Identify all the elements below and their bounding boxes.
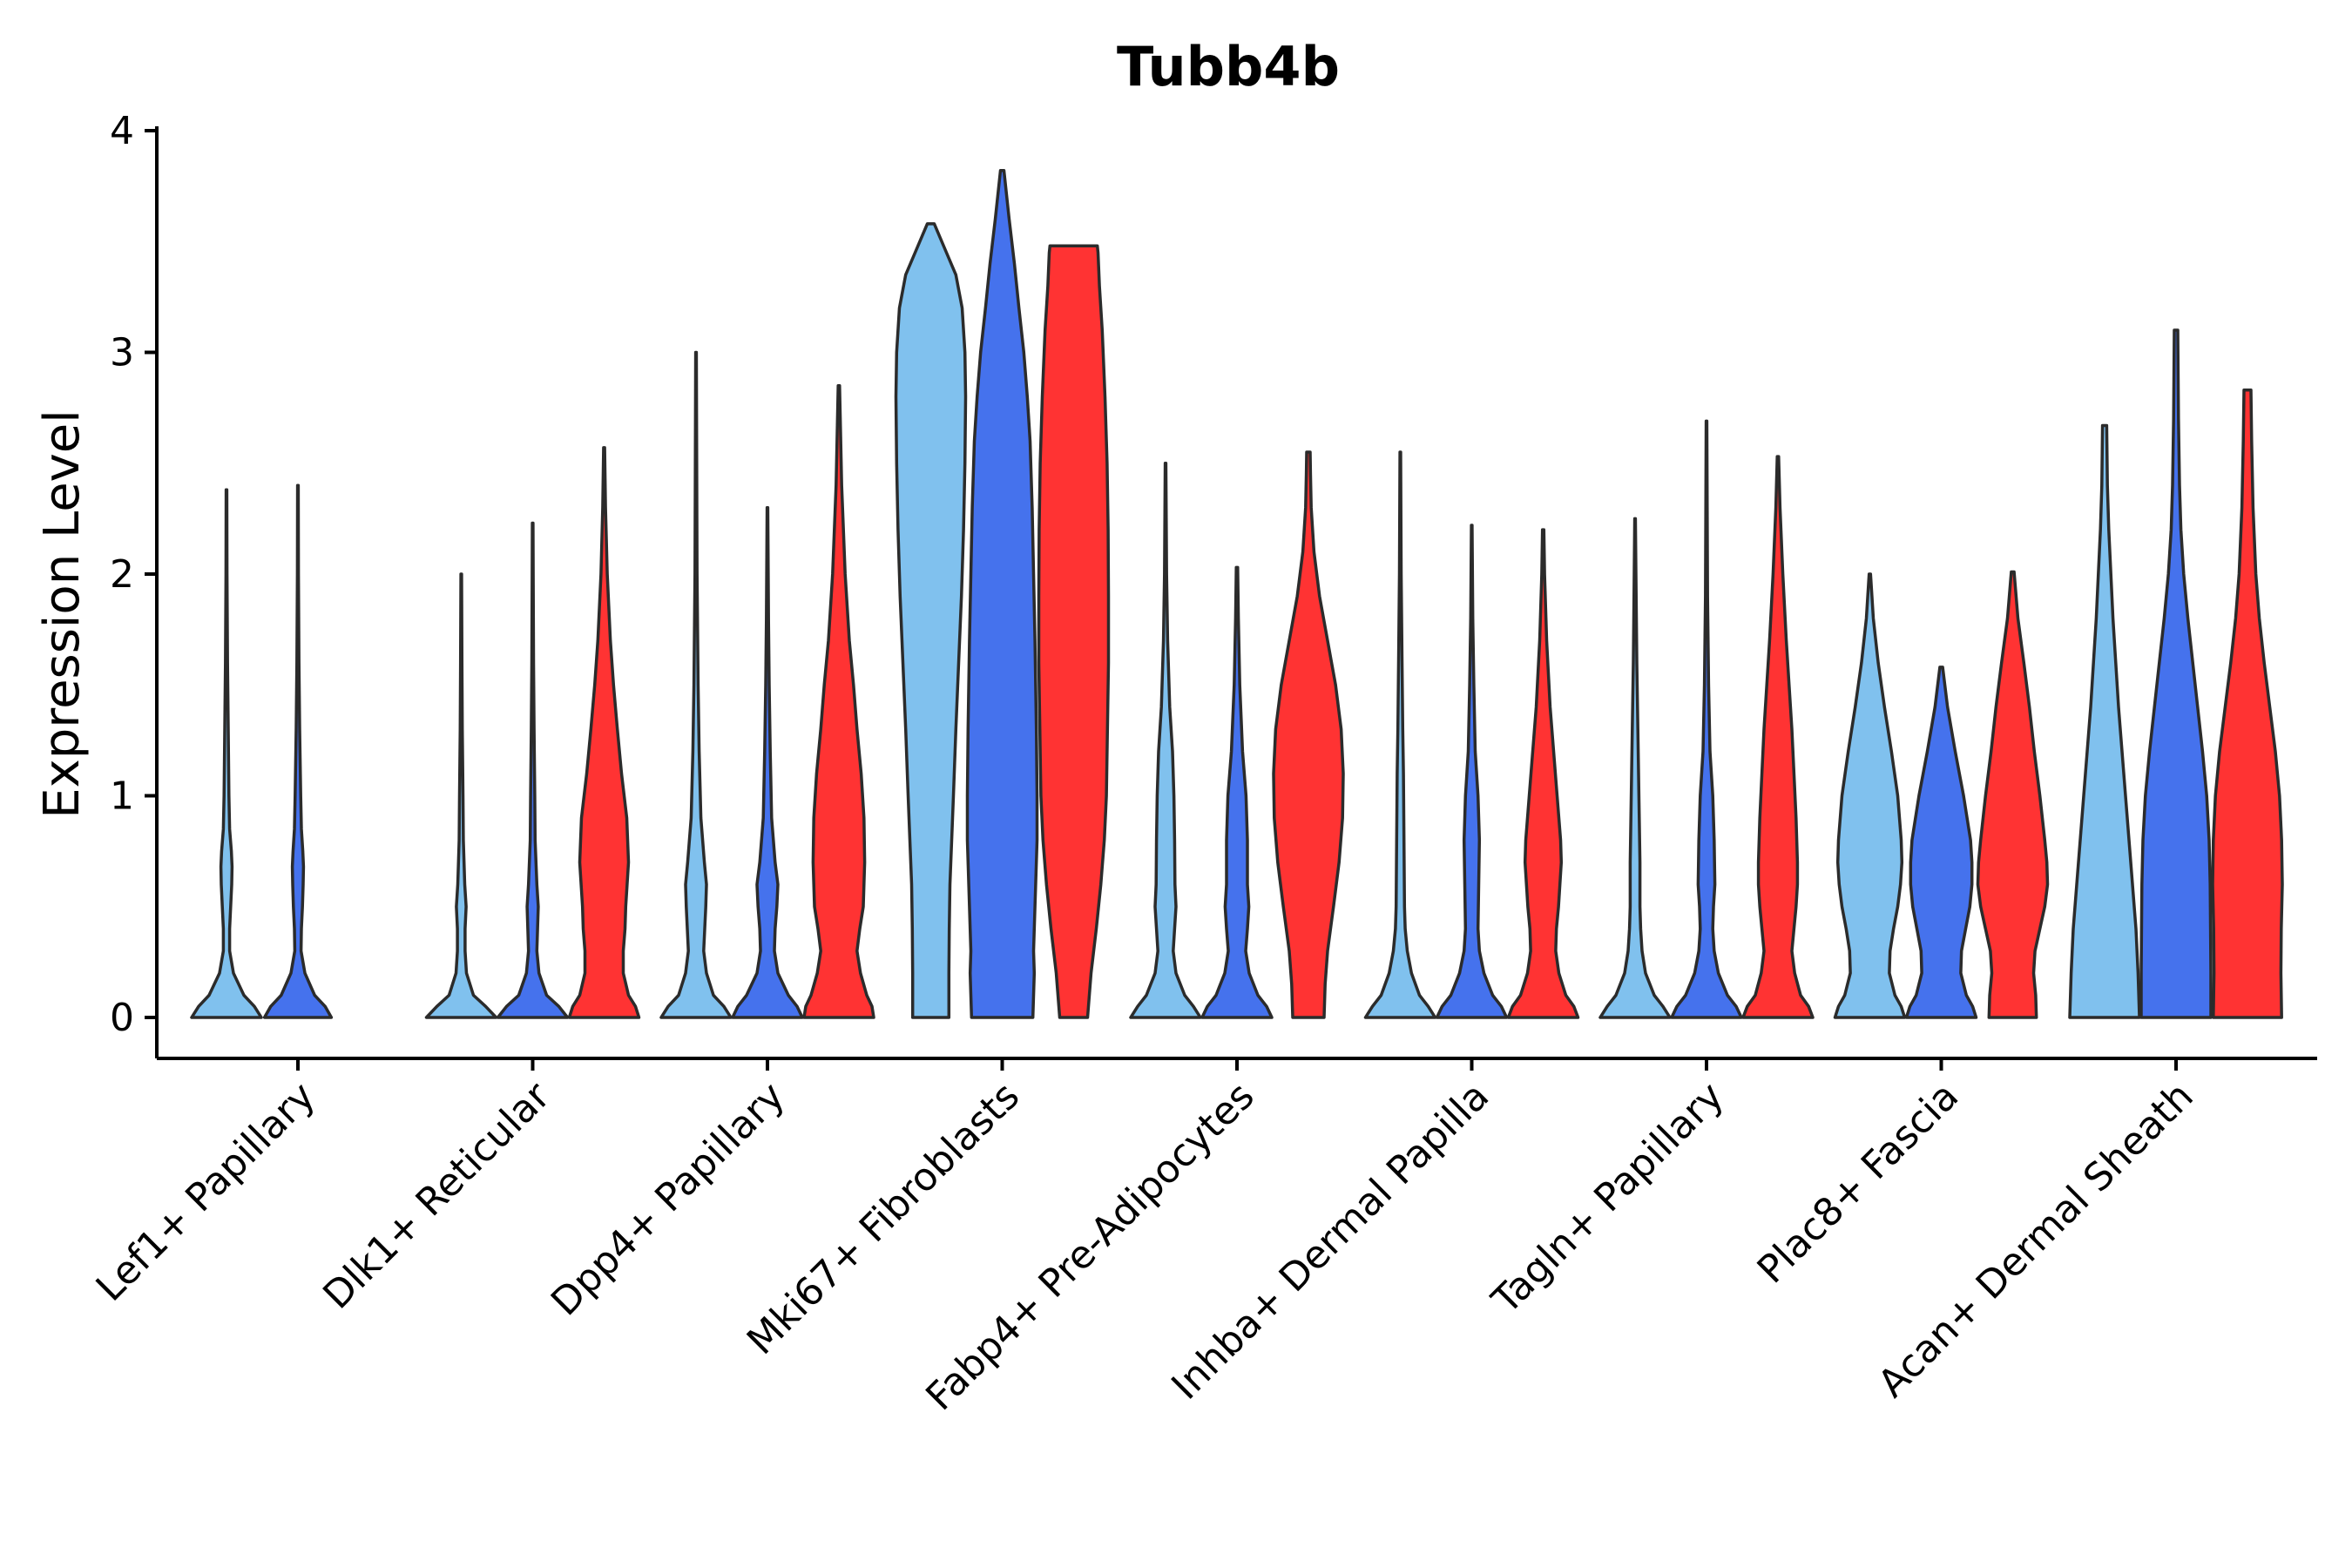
x-tick-label: Lef1+ Papillary (88, 1074, 324, 1310)
violin-3-plac8-fascia (1976, 570, 2050, 1019)
violin-2-acan-dermal-sheath (2139, 328, 2213, 1019)
violin-3-dlk1-reticular (567, 446, 641, 1019)
violin-3-tagln-papillary (1741, 455, 1815, 1019)
x-tick-label: Dlk1+ Reticular (314, 1073, 559, 1318)
violin-2-inhba-dermal-papilla (1435, 524, 1509, 1019)
violin-3-fabp4-pre-adipocytes (1272, 450, 1345, 1019)
y-tick-label: 1 (110, 774, 134, 819)
violin-2-tagln-papillary (1670, 419, 1743, 1019)
y-axis-label: Expression Level (34, 409, 91, 819)
y-tick-label: 3 (110, 331, 134, 375)
violin-2-dpp4-papillary (731, 505, 804, 1019)
violin-group (190, 169, 2284, 1019)
violin-3-mki67-fibroblasts (1037, 244, 1111, 1019)
y-tick-label: 4 (110, 109, 134, 153)
violin-2-dlk1-reticular (496, 521, 570, 1019)
violin-3-inhba-dermal-papilla (1506, 528, 1580, 1019)
violin-1-acan-dermal-sheath (2068, 423, 2141, 1019)
violin-3-dpp4-papillary (802, 383, 875, 1019)
violin-1-fabp4-pre-adipocytes (1129, 462, 1202, 1019)
chart-title: Tubb4b (1117, 35, 1340, 98)
violin-2-plac8-fascia (1904, 666, 1978, 1019)
violin-2-mki67-fibroblasts (965, 169, 1039, 1019)
y-tick-label: 2 (110, 552, 134, 597)
x-tick-label: Dpp4+ Papillary (543, 1074, 794, 1325)
violin-1-dlk1-reticular (424, 572, 498, 1019)
violin-1-tagln-papillary (1598, 517, 1672, 1019)
x-tick-label: Plac8+ Fascia (1749, 1074, 1968, 1293)
x-tick-label: Tagln+ Papillary (1484, 1074, 1733, 1323)
y-tick-label: 0 (110, 996, 134, 1040)
violin-3-acan-dermal-sheath (2211, 389, 2284, 1019)
violin-2-lef1-papillary (262, 483, 334, 1019)
y-axis: 0 1 2 3 4 (110, 109, 159, 1058)
violin-1-lef1-papillary (190, 488, 263, 1019)
violin-2-fabp4-pre-adipocytes (1200, 565, 1274, 1019)
violin-1-dpp4-papillary (659, 350, 733, 1019)
violin-1-inhba-dermal-papilla (1363, 450, 1437, 1019)
violin-1-plac8-fascia (1833, 572, 1907, 1019)
violin-1-mki67-fibroblasts (894, 222, 968, 1019)
